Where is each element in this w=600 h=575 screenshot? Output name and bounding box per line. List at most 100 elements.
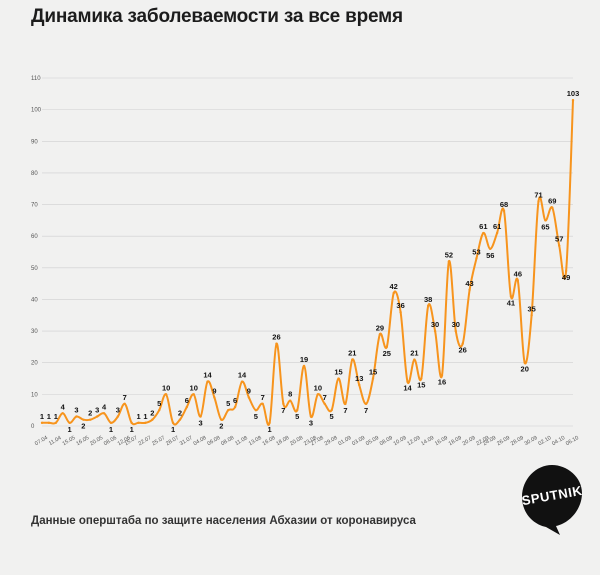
data-label: 10	[162, 383, 170, 392]
data-point	[551, 206, 554, 209]
x-tick-label: 28.09	[510, 435, 525, 447]
data-point	[192, 393, 195, 396]
data-point	[530, 314, 533, 317]
x-axis-ticks: 07.04 11.04 15.0516.0520.0508.0612.0615.07…	[34, 435, 580, 447]
data-label: 8	[288, 390, 292, 399]
x-tick-label: 20.05	[89, 435, 104, 447]
data-point	[392, 291, 395, 295]
data-point	[495, 231, 499, 235]
data-point	[247, 396, 251, 399]
data-label: 4	[102, 402, 107, 411]
data-point	[344, 402, 347, 406]
data-point	[302, 364, 306, 368]
data-point	[206, 380, 209, 383]
data-point	[164, 393, 168, 396]
data-point	[351, 358, 354, 361]
x-tick-label: 11.04	[48, 435, 63, 447]
data-label: 2	[150, 409, 154, 418]
data-label: 3	[95, 406, 99, 415]
data-label: 3	[116, 406, 120, 415]
data-point	[489, 247, 492, 251]
data-label: 14	[203, 371, 212, 380]
data-point	[558, 244, 561, 247]
data-label: 5	[157, 399, 161, 408]
y-tick-label: 60	[31, 234, 38, 240]
data-label: 5	[330, 412, 334, 421]
x-tick-label: 05.09	[365, 435, 380, 447]
data-point	[220, 418, 223, 421]
data-point	[516, 279, 520, 282]
data-label: 4	[61, 402, 66, 411]
x-tick-label: 10.09	[393, 435, 408, 447]
data-label: 2	[81, 422, 85, 431]
data-point	[275, 342, 278, 345]
data-point	[144, 421, 147, 425]
data-label: 1	[267, 425, 271, 434]
data-point	[102, 412, 106, 415]
data-label: 61	[493, 222, 501, 231]
data-point	[447, 260, 451, 263]
data-point	[89, 418, 92, 421]
source-caption: Данные оперштаба по защите населения Абх…	[31, 515, 416, 527]
data-point	[337, 377, 340, 380]
data-point	[475, 257, 478, 260]
x-tick-label: 03.09	[351, 435, 366, 447]
data-label: 38	[424, 295, 432, 304]
x-tick-label: 29.08	[324, 435, 339, 447]
data-label: 69	[548, 197, 556, 206]
grid-lines	[42, 77, 573, 427]
data-label: 15	[334, 368, 342, 377]
data-point	[268, 421, 271, 425]
data-label: 1	[109, 425, 113, 434]
data-label: 2	[178, 409, 182, 418]
data-label: 14	[238, 371, 247, 380]
data-label: 1	[47, 412, 51, 421]
data-point	[199, 415, 202, 418]
data-point	[295, 408, 299, 412]
data-label: 42	[390, 282, 398, 291]
x-tick-label: 16.05	[75, 435, 90, 447]
data-point	[358, 383, 361, 387]
x-tick-label: 22.07	[137, 435, 152, 447]
data-point	[426, 304, 430, 307]
data-label: 71	[534, 190, 542, 199]
data-point	[130, 421, 133, 425]
data-label: 3	[309, 419, 313, 428]
data-label: 10	[190, 383, 198, 392]
data-point	[158, 408, 161, 412]
data-label: 5	[226, 399, 230, 408]
x-tick-label: 26.09	[496, 435, 511, 447]
x-tick-label: 14.09	[420, 435, 435, 447]
chart-title: Динамика заболеваемости за все время	[31, 6, 403, 27]
data-label: 53	[472, 247, 480, 256]
data-label: 49	[562, 273, 570, 282]
x-tick-label: 06.08	[206, 435, 221, 447]
x-tick-label: 18.08	[275, 435, 290, 447]
data-label: 52	[445, 250, 453, 259]
data-point	[468, 288, 471, 292]
y-tick-label: 50	[31, 266, 38, 272]
x-tick-label: 01.09	[337, 435, 352, 447]
data-point	[537, 200, 540, 203]
data-point	[116, 415, 120, 418]
data-point	[413, 358, 416, 361]
data-point	[82, 418, 85, 421]
x-tick-label: 04.10	[551, 435, 566, 447]
data-point	[509, 295, 513, 298]
data-point	[420, 377, 423, 380]
y-tick-label: 30	[31, 329, 38, 335]
data-label: 1	[54, 412, 58, 421]
x-tick-label: 08.06	[103, 435, 118, 447]
y-tick-label: 70	[31, 203, 38, 209]
data-point	[385, 345, 389, 349]
data-point	[378, 333, 382, 336]
data-point	[123, 402, 126, 406]
data-label: 5	[254, 412, 258, 421]
data-point	[502, 209, 506, 213]
data-point	[371, 377, 375, 380]
x-tick-label: 30.09	[524, 435, 539, 447]
data-label: 10	[314, 383, 322, 392]
data-label: 1	[143, 412, 147, 421]
data-label: 61	[479, 222, 487, 231]
